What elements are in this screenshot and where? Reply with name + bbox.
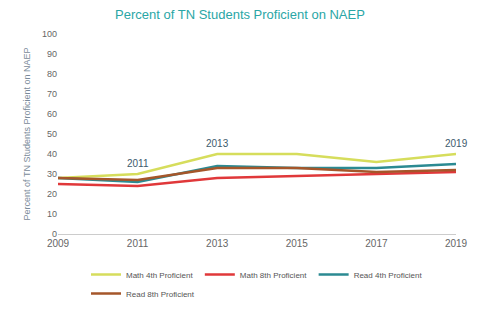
svg-text:2009: 2009	[47, 238, 70, 249]
svg-text:Read 8th Proficient: Read 8th Proficient	[126, 290, 195, 299]
svg-text:70: 70	[47, 89, 57, 99]
svg-text:0: 0	[52, 229, 57, 239]
svg-text:2011: 2011	[127, 158, 149, 169]
svg-text:100: 100	[42, 29, 57, 39]
svg-text:30: 30	[47, 169, 57, 179]
svg-text:2019: 2019	[445, 238, 468, 249]
svg-text:90: 90	[47, 49, 57, 59]
svg-text:40: 40	[47, 149, 57, 159]
svg-text:50: 50	[47, 129, 57, 139]
svg-text:Math 4th Proficient: Math 4th Proficient	[126, 271, 193, 280]
svg-text:Percent of TN Students Profici: Percent of TN Students Proficient on NAE…	[115, 7, 365, 22]
svg-text:2019: 2019	[445, 138, 468, 149]
svg-text:20: 20	[47, 189, 57, 199]
svg-text:2017: 2017	[365, 238, 388, 249]
svg-text:Percent of TN Students Profici: Percent of TN Students Proficient on NAE…	[22, 48, 32, 221]
svg-text:2013: 2013	[206, 138, 229, 149]
svg-text:80: 80	[47, 69, 57, 79]
svg-text:Math 8th Proficient: Math 8th Proficient	[240, 271, 307, 280]
svg-text:2013: 2013	[206, 238, 229, 249]
svg-text:10: 10	[47, 209, 57, 219]
svg-text:2015: 2015	[286, 238, 309, 249]
svg-text:60: 60	[47, 109, 57, 119]
svg-text:Read 4th Proficient: Read 4th Proficient	[354, 271, 423, 280]
svg-text:2011: 2011	[127, 238, 149, 249]
